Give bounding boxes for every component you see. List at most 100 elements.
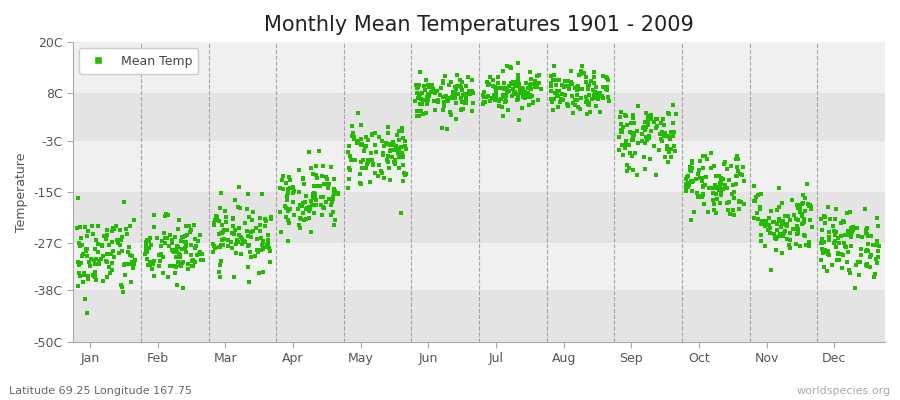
Point xyxy=(321,196,336,202)
Point xyxy=(148,224,162,230)
Point xyxy=(122,261,137,267)
Point xyxy=(783,229,797,236)
Point xyxy=(176,234,190,240)
Point xyxy=(731,168,745,174)
Point xyxy=(292,214,307,221)
Point xyxy=(863,254,878,260)
Point xyxy=(313,202,328,209)
Point xyxy=(664,146,679,152)
Point xyxy=(445,95,459,101)
Point xyxy=(394,144,409,151)
Point xyxy=(310,175,324,181)
Point xyxy=(760,218,774,225)
Point xyxy=(515,105,529,112)
Point xyxy=(255,242,269,248)
Point xyxy=(357,144,372,150)
Point xyxy=(708,182,723,188)
Point xyxy=(690,194,705,200)
Point xyxy=(75,241,89,248)
Point xyxy=(626,130,641,136)
Point xyxy=(834,251,849,258)
Point xyxy=(859,227,873,234)
Point xyxy=(274,177,289,183)
Point xyxy=(235,239,249,246)
Point xyxy=(98,258,112,264)
Point xyxy=(832,240,846,246)
Point xyxy=(213,262,228,268)
Point xyxy=(664,153,679,160)
Point xyxy=(615,108,629,115)
Point xyxy=(248,252,262,259)
Point xyxy=(353,171,367,178)
Point xyxy=(327,187,341,193)
Point xyxy=(453,76,467,83)
Point xyxy=(89,237,104,244)
Point xyxy=(662,134,677,140)
Point xyxy=(752,192,766,198)
Point xyxy=(154,243,168,249)
Point xyxy=(449,72,464,78)
Point xyxy=(491,96,506,103)
Point xyxy=(586,69,600,75)
Point xyxy=(258,244,273,250)
Text: worldspecies.org: worldspecies.org xyxy=(796,386,891,396)
Point xyxy=(523,69,537,76)
Point xyxy=(250,246,265,253)
Point xyxy=(260,232,274,238)
Point xyxy=(296,175,310,181)
Point xyxy=(683,168,698,174)
Point xyxy=(351,110,365,116)
Point xyxy=(817,264,832,270)
Point xyxy=(446,89,460,96)
Point xyxy=(346,133,360,140)
Point xyxy=(441,98,455,105)
Point xyxy=(626,130,640,137)
Point xyxy=(145,259,159,265)
Point xyxy=(121,230,135,237)
Point xyxy=(482,81,496,88)
Point xyxy=(381,153,395,160)
Point xyxy=(731,156,745,163)
Point xyxy=(486,77,500,84)
Point xyxy=(615,142,629,148)
Point xyxy=(702,185,716,192)
Point xyxy=(76,253,90,259)
Point xyxy=(693,158,707,164)
Point xyxy=(772,215,787,222)
Point xyxy=(418,87,432,93)
Point xyxy=(369,149,383,155)
Point xyxy=(147,258,161,264)
Point xyxy=(789,202,804,208)
Point xyxy=(796,192,810,198)
Point xyxy=(477,93,491,100)
Point xyxy=(774,233,788,240)
Point xyxy=(412,113,427,120)
Point xyxy=(123,223,138,230)
Point xyxy=(234,236,248,242)
Point xyxy=(617,112,632,118)
Point xyxy=(395,135,410,141)
Point xyxy=(220,214,234,220)
Point xyxy=(364,131,379,137)
Point xyxy=(238,220,252,227)
Point xyxy=(778,221,793,228)
Point xyxy=(612,134,626,140)
Point xyxy=(714,187,728,194)
Point xyxy=(424,89,438,95)
Point xyxy=(526,99,541,106)
Point xyxy=(292,188,306,195)
Point xyxy=(507,88,521,95)
Point xyxy=(545,77,560,84)
Point xyxy=(486,83,500,90)
Point xyxy=(447,84,462,91)
Point xyxy=(652,146,667,153)
Point xyxy=(353,180,367,186)
Bar xyxy=(73,42,885,94)
Point xyxy=(716,176,730,182)
Point xyxy=(191,238,205,244)
Point xyxy=(420,97,435,104)
Point xyxy=(763,267,778,274)
Point xyxy=(586,80,600,87)
Point xyxy=(775,199,789,206)
Point xyxy=(189,252,203,259)
